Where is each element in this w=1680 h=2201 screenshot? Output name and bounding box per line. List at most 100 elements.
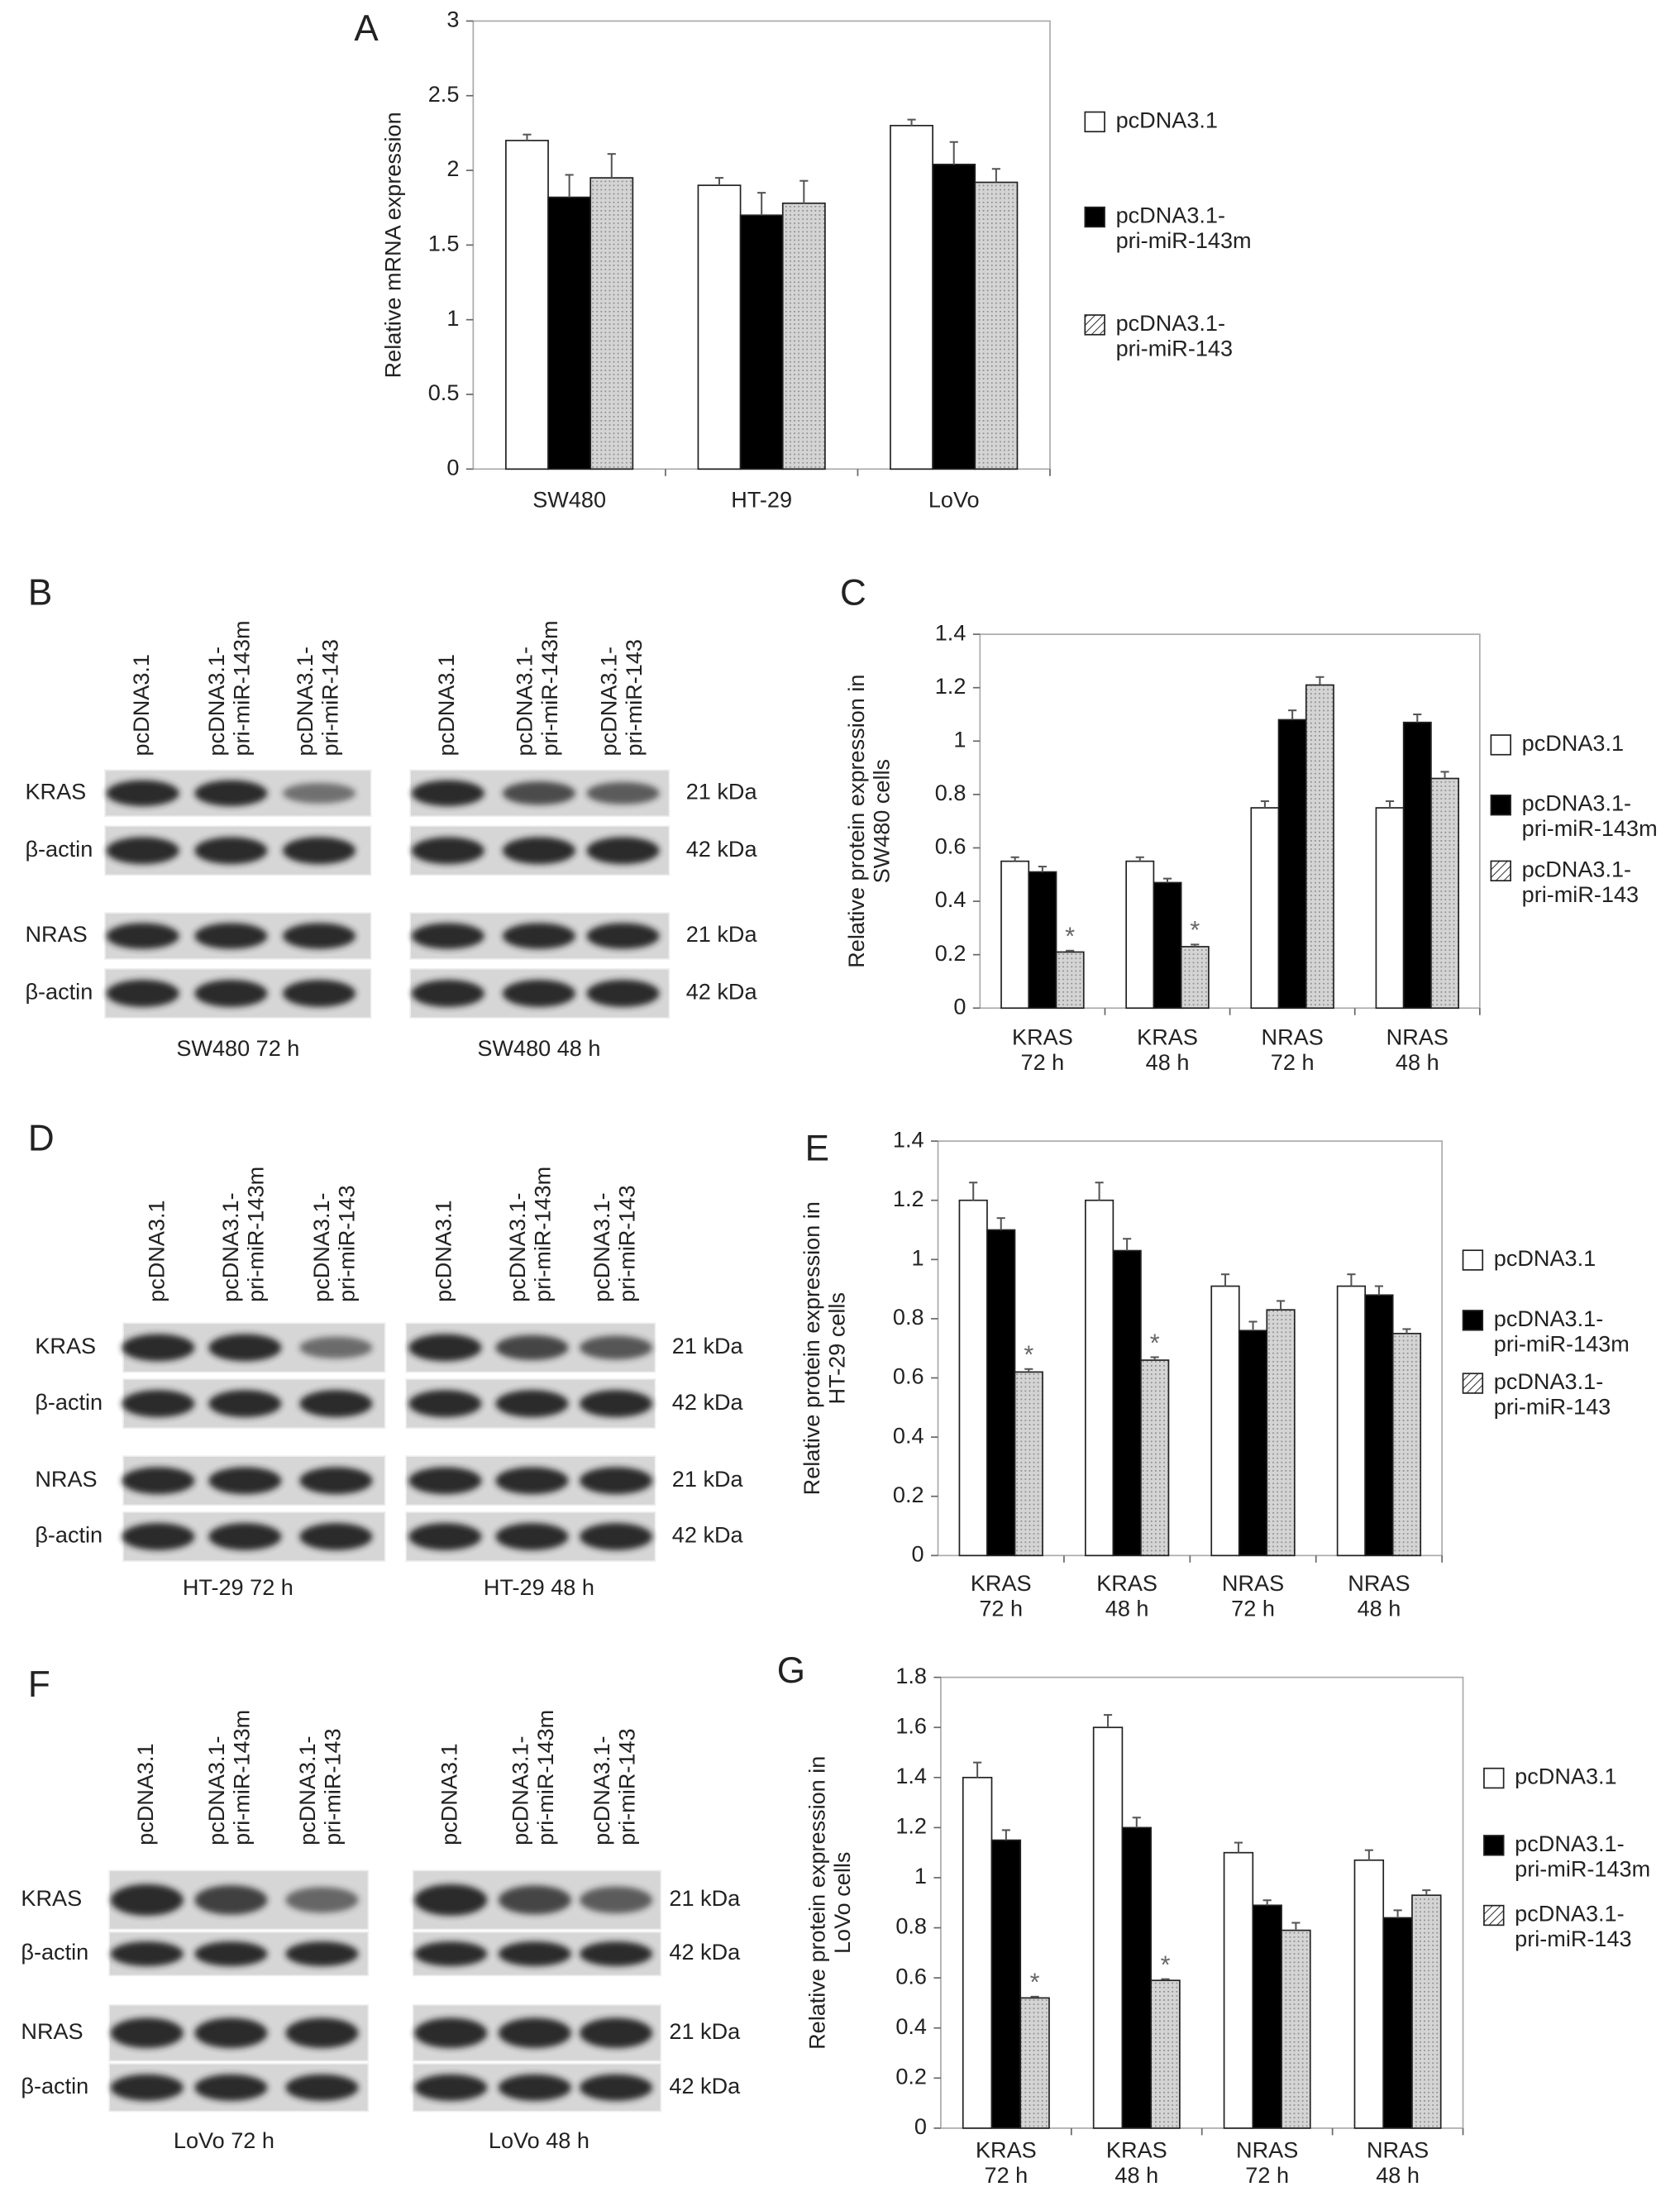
blot-band <box>106 980 179 1007</box>
bar <box>1125 860 1155 1010</box>
y-tick-label: 1.2 <box>893 1186 924 1211</box>
blot-band <box>285 2017 359 2049</box>
legend-label: pcDNA3.1-pri-miR-143 <box>1522 856 1639 906</box>
x-tick-label: KRAS 72 h <box>971 1570 1032 1621</box>
blot-band <box>502 837 575 865</box>
blot-band <box>110 2074 184 2101</box>
blot-band <box>208 1467 282 1495</box>
bar <box>1277 719 1307 1010</box>
y-tick-label: 1.4 <box>893 1126 924 1152</box>
blot-band <box>194 2074 268 2101</box>
y-tick-label: 0.8 <box>895 1913 927 1939</box>
bar <box>1019 1997 1050 2129</box>
legend-swatch <box>1462 1249 1484 1271</box>
row-label: NRAS <box>21 2018 83 2044</box>
blot-band <box>586 980 660 1007</box>
x-tick-label: HT-29 <box>731 486 792 512</box>
blot-band <box>580 1941 653 1967</box>
bar <box>1238 1330 1268 1557</box>
y-axis-label: Relative protein expression inLoVo cells <box>804 1756 855 2050</box>
y-tick-label: 0 <box>953 993 966 1019</box>
panel-letter: B <box>28 572 52 613</box>
lane-label: pcDNA3.1-pri-miR-143m <box>504 1167 555 1302</box>
blot-band <box>414 2017 488 2049</box>
panel-letter: G <box>777 1650 805 1691</box>
blot-band <box>580 1335 653 1360</box>
bar <box>1055 951 1085 1010</box>
blot-band <box>411 923 484 949</box>
y-tick-label: 1 <box>953 726 966 752</box>
blot-band <box>580 1886 653 1914</box>
bar <box>1266 1309 1296 1557</box>
annotation: * <box>1150 1329 1160 1357</box>
bar <box>1252 1904 1282 2129</box>
lane-label: pcDNA3.1-pri-miR-143 <box>294 1728 345 1845</box>
size-label: 42 kDa <box>686 836 758 862</box>
x-tick-label: NRAS 72 h <box>1262 1024 1324 1075</box>
blot-band <box>495 1334 569 1360</box>
legend-label: pcDNA3.1-pri-miR-143m <box>1522 790 1658 841</box>
y-tick-label: 1 <box>914 1863 927 1888</box>
blot-band <box>208 1334 282 1362</box>
bar <box>1223 1851 1254 2129</box>
y-axis-label: Relative protein expression inHT-29 cell… <box>799 1201 849 1495</box>
blot-band <box>110 2017 184 2049</box>
bar <box>1382 1917 1413 2129</box>
size-label: 21 kDa <box>672 1466 744 1492</box>
blot-band <box>498 2017 571 2049</box>
y-tick-label: 0.2 <box>935 940 966 966</box>
panel-letter: D <box>28 1119 55 1159</box>
blot-band <box>495 1390 569 1418</box>
blot-band <box>194 2017 268 2049</box>
lane-label: pcDNA3.1 <box>431 1200 456 1301</box>
bar <box>1014 1371 1043 1557</box>
bar <box>739 214 784 470</box>
y-axis-label: Relative mRNA expression <box>380 112 406 378</box>
blot-band <box>498 1885 571 1915</box>
panel-letter: E <box>805 1129 829 1169</box>
bar <box>781 202 826 470</box>
bar <box>986 1229 1016 1557</box>
blot-band <box>194 1885 268 1915</box>
blot-band <box>414 1884 488 1916</box>
legend-swatch <box>1084 111 1105 133</box>
y-tick-label: 2.5 <box>428 81 460 107</box>
x-tick-label: KRAS 48 h <box>1096 1570 1157 1621</box>
blot-band <box>414 2074 488 2101</box>
y-tick-label: 1 <box>446 305 459 331</box>
legend-swatch <box>1490 734 1511 756</box>
size-label: 21 kDa <box>669 2018 741 2044</box>
blot-band <box>208 1523 282 1550</box>
annotation: * <box>1024 1341 1033 1369</box>
y-tick-label: 1.5 <box>428 231 460 256</box>
blot-caption: HT-29 72 h <box>183 1574 294 1600</box>
blot-band <box>106 780 179 806</box>
lane-label: pcDNA3.1 <box>132 1743 158 1845</box>
annotation: * <box>1190 916 1200 944</box>
bar <box>1112 1249 1142 1557</box>
bar <box>1150 1979 1181 2129</box>
y-tick-label: 1.2 <box>935 673 966 699</box>
blot-band <box>110 1884 184 1916</box>
blot-band <box>122 1334 195 1362</box>
lane-label: pcDNA3.1 <box>144 1200 169 1301</box>
blot-band <box>586 781 660 804</box>
legend-swatch <box>1084 206 1105 228</box>
row-label: β-actin <box>21 1939 88 1965</box>
blot-band <box>411 980 484 1007</box>
legend-swatch <box>1462 1310 1484 1331</box>
bar <box>547 196 592 470</box>
y-tick-label: 0.6 <box>935 833 966 859</box>
bar <box>1353 1859 1385 2129</box>
lane-label: pcDNA3.1-pri-miR-143m <box>508 1710 558 1845</box>
bar <box>1084 1199 1114 1557</box>
legend-label: pcDNA3.1-pri-miR-143 <box>1116 310 1233 360</box>
bar <box>505 140 549 470</box>
annotation: * <box>1030 1969 1040 1997</box>
y-tick-label: 2 <box>446 155 459 181</box>
y-axis-label: Relative protein expression inSW480 cell… <box>843 675 894 968</box>
lane-label: pcDNA3.1-pri-miR-143 <box>595 639 646 756</box>
y-tick-label: 0.4 <box>893 1422 924 1448</box>
blot-band <box>283 923 356 949</box>
